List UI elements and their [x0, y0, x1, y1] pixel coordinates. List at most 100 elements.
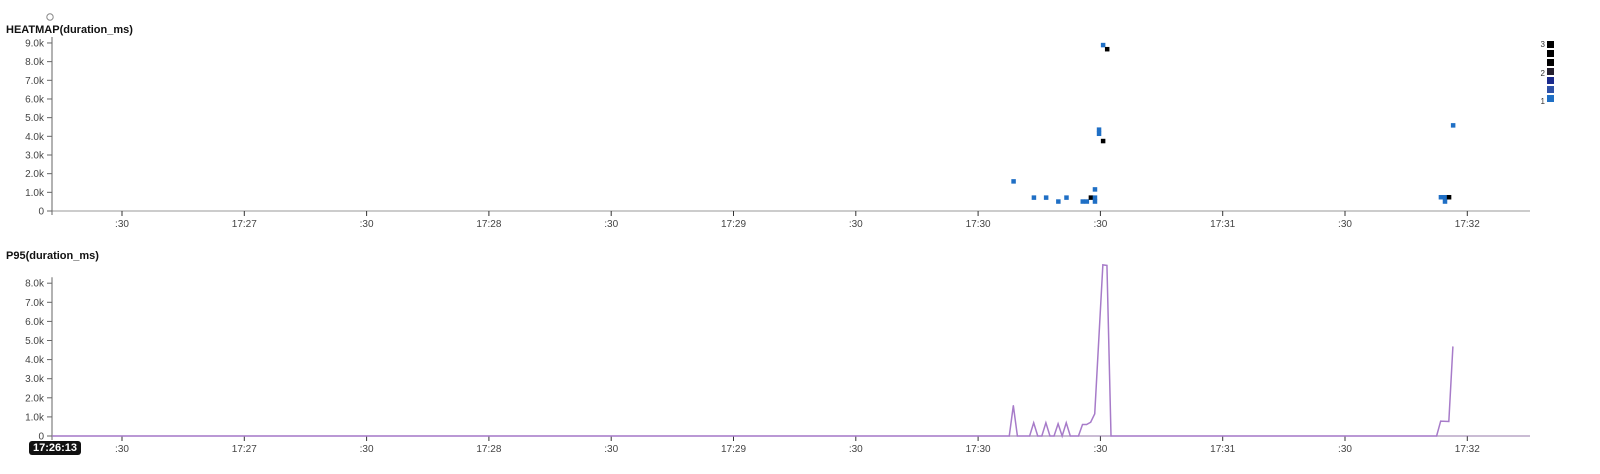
heatmap-cell	[1084, 199, 1090, 204]
heatmap-chart: 0 1.0k 2.0k 3.0k 4.0k 5.0k 6.0k 7.0k 8.0k 9.0k:30…	[25, 36, 1530, 230]
p95-y-tick-label: 4.0k	[25, 355, 45, 366]
heatmap-y-tick-label: 4.0k	[25, 132, 45, 143]
p95-x-tick-label: :30	[115, 444, 129, 455]
heatmap-y-tick-label: 0	[38, 207, 44, 218]
p95-x-tick-label: :30	[1093, 444, 1107, 455]
heatmap-y-tick-label: 7.0k	[25, 76, 45, 87]
p95-point	[1452, 346, 1454, 348]
heatmap-cell	[1100, 138, 1106, 144]
heatmap-y-tick-label: 1.0k	[25, 188, 45, 199]
heatmap-x-tick-label: :30	[115, 219, 129, 230]
heatmap-cell	[1096, 131, 1102, 137]
p95-point	[1102, 264, 1104, 266]
p95-point	[1016, 435, 1019, 437]
heatmap-cell	[1043, 195, 1049, 200]
p95-point	[1061, 435, 1063, 437]
legend-swatch	[1547, 86, 1554, 93]
p95-point	[1436, 435, 1438, 437]
heatmap-cell	[1446, 194, 1452, 200]
p95-point	[1049, 435, 1051, 437]
heatmap-cell	[1450, 123, 1456, 128]
p95-y-tick-label: 3.0k	[25, 374, 45, 385]
heatmap-cell	[1011, 179, 1016, 184]
p95-x-tick-label: :30	[1338, 444, 1352, 455]
p95-x-tick-label: 17:28	[476, 444, 501, 455]
legend-swatch	[1547, 77, 1554, 84]
legend-swatch	[1547, 41, 1554, 48]
p95-series-line	[52, 264, 1454, 439]
heatmap-cell	[1031, 195, 1037, 200]
heatmap-x-tick-label: 17:27	[232, 219, 257, 230]
p95-x-tick-label: :30	[849, 444, 863, 455]
p95-x-tick-label: 17:32	[1455, 444, 1480, 455]
p95-point	[52, 435, 54, 437]
p95-point	[1057, 423, 1059, 425]
heatmap-cell	[1438, 194, 1444, 200]
p95-x-tick-label: 17:30	[966, 444, 991, 455]
heatmap-x-tick-label: :30	[1338, 219, 1352, 230]
p95-y-tick-label: 1.0k	[25, 412, 45, 423]
p95-point	[1081, 423, 1084, 426]
p95-point	[1041, 435, 1043, 437]
p95-y-tick-label: 6.0k	[25, 317, 45, 328]
p95-y-tick-label: 5.0k	[25, 336, 45, 347]
p95-point	[1077, 435, 1080, 437]
p95-point	[1069, 435, 1071, 437]
heatmap-y-tick-label: 9.0k	[25, 38, 45, 49]
p95-point	[1012, 405, 1014, 407]
p95-point	[1033, 422, 1035, 424]
heatmap-x-tick-label: :30	[604, 219, 618, 230]
heatmap-cell	[1056, 199, 1061, 204]
heatmap-cell	[1442, 194, 1448, 200]
heatmap-cell	[1442, 199, 1448, 204]
p95-point	[1448, 420, 1450, 423]
legend-label: 2	[1541, 69, 1546, 78]
p95-point	[1090, 421, 1092, 423]
legend-swatch	[1547, 50, 1554, 57]
p95-x-tick-label: 17:27	[232, 444, 257, 455]
p95-point	[1065, 422, 1067, 424]
p95-point	[1106, 264, 1108, 267]
p95-point	[1094, 413, 1096, 415]
heatmap-y-tick-label: 2.0k	[25, 169, 45, 180]
heatmap-cell	[1096, 127, 1102, 132]
p95-chart: 0 1.0k 2.0k 3.0k 4.0k 5.0k 6.0k 7.0k 8.0k :30 17:2…	[25, 264, 1530, 455]
legend-label: 3	[1541, 40, 1546, 49]
p95-point	[1029, 435, 1031, 437]
heatmap-title: HEATMAP(duration_ms)	[6, 24, 133, 36]
p95-x-tick-label: :30	[360, 444, 374, 455]
p95-point	[1037, 435, 1039, 437]
heatmap-x-tick-label: 17:31	[1210, 219, 1235, 230]
heatmap-cell	[1080, 199, 1086, 204]
heatmap-y-tick-label: 3.0k	[25, 150, 45, 161]
refresh-icon[interactable]	[46, 13, 54, 21]
p95-point	[1008, 435, 1010, 437]
heatmap-cell	[1092, 195, 1098, 200]
legend-swatch	[1547, 68, 1554, 75]
p95-point	[1110, 435, 1112, 437]
p95-point	[1045, 422, 1047, 424]
p95-y-tick-label: 8.0k	[25, 279, 45, 290]
heatmap-legend: 3 2 1	[1541, 40, 1554, 106]
p95-point	[1085, 423, 1088, 426]
legend-swatch	[1547, 59, 1554, 66]
legend-swatch	[1547, 95, 1554, 102]
heatmap-cell	[1092, 199, 1098, 204]
heatmap-x-tick-label: 17:29	[721, 219, 746, 230]
heatmap-y-tick-label: 5.0k	[25, 113, 45, 124]
p95-y-tick-label: 7.0k	[25, 298, 45, 309]
heatmap-cell	[1104, 46, 1110, 52]
p95-y-tick-label: 2.0k	[25, 393, 45, 404]
p95-x-tick-label: 17:31	[1210, 444, 1235, 455]
heatmap-x-tick-label: :30	[1093, 219, 1107, 230]
heatmap-x-tick-label: 17:30	[966, 219, 991, 230]
heatmap-cell	[1064, 195, 1069, 200]
p95-title: P95(duration_ms)	[6, 250, 99, 262]
p95-y-tick-label: 0	[38, 432, 44, 443]
heatmap-x-tick-label: :30	[849, 219, 863, 230]
p95-point	[1053, 435, 1055, 437]
heatmap-y-tick-label: 6.0k	[25, 94, 45, 105]
cursor-time-badge: 17:26:13	[29, 441, 82, 455]
heatmap-x-tick-label: 17:28	[476, 219, 501, 230]
